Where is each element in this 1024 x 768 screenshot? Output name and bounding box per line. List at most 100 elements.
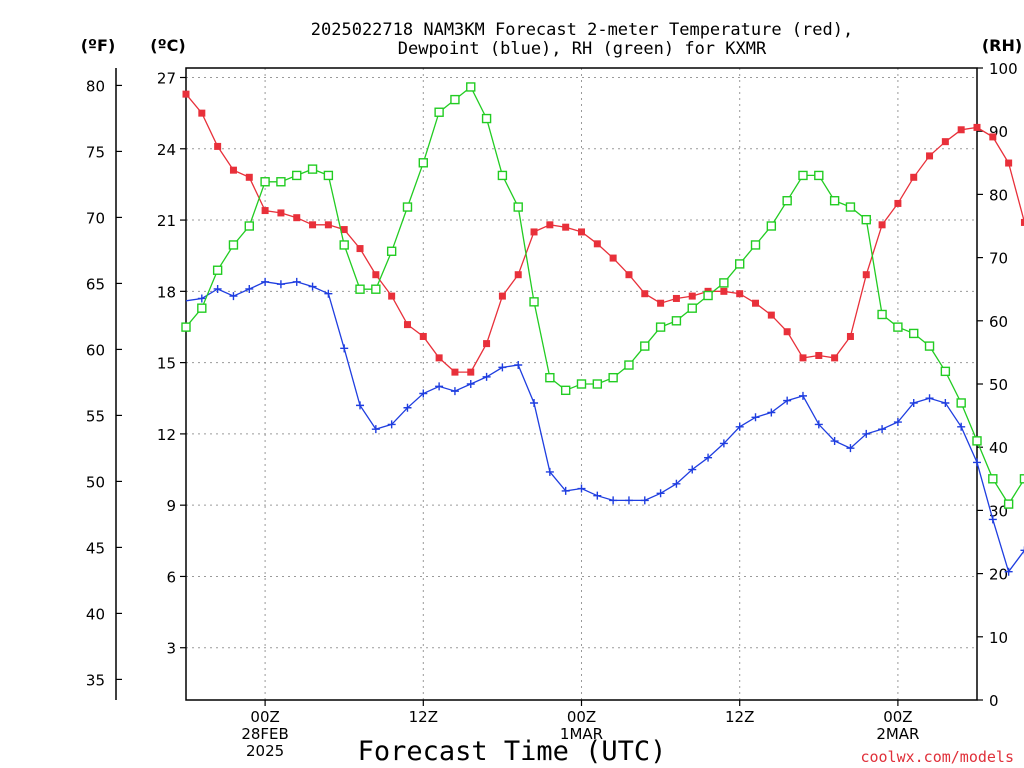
dewpoint-point <box>862 429 871 438</box>
temperature-point <box>229 166 237 174</box>
dewpoint-point <box>419 389 428 398</box>
dewpoint-point <box>577 484 586 493</box>
temperature-point <box>1005 159 1013 167</box>
series-layer <box>181 82 1024 576</box>
temperature-point <box>356 245 364 253</box>
time-tick-label: 12Z <box>409 708 438 726</box>
celsius-tick-label: 15 <box>157 355 176 373</box>
rh-point <box>592 379 603 389</box>
temperature-point <box>973 123 981 131</box>
dewpoint-point <box>450 387 459 396</box>
rh-point <box>924 341 935 351</box>
dewpoint-point <box>387 420 396 429</box>
dewpoint-point <box>783 396 792 405</box>
rh-point <box>497 170 508 181</box>
rh-point <box>814 170 824 181</box>
rh-point <box>624 360 634 370</box>
temperature-point <box>641 290 649 298</box>
rh-point <box>307 164 318 174</box>
rh-point <box>181 322 191 332</box>
temperature-point <box>767 311 775 319</box>
dewpoint-point <box>609 496 618 505</box>
rh-point <box>292 170 302 181</box>
dewpoint-point <box>893 418 902 427</box>
dewpoint-point <box>957 422 966 431</box>
x-axis-label: Forecast Time (UTC) <box>358 736 667 767</box>
rh-point <box>1019 474 1024 484</box>
dewpoint-point <box>767 408 776 417</box>
rh-point <box>766 221 777 231</box>
celsius-tick-label: 18 <box>157 283 176 301</box>
rh-point <box>323 170 334 181</box>
rh-point <box>972 436 982 446</box>
dewpoint-point <box>197 294 206 303</box>
series-dewpoint <box>185 277 1024 576</box>
dewpoint-point <box>624 496 633 505</box>
dewpoint-point <box>798 391 807 400</box>
rh-point <box>244 221 254 231</box>
fahrenheit-tick-label: 65 <box>86 275 105 293</box>
dewpoint-point <box>672 479 681 488</box>
temperature-point <box>467 368 475 376</box>
dewpoint-point <box>213 284 222 293</box>
rh-point <box>861 214 871 225</box>
dewpoint-point <box>909 399 918 408</box>
rh-point <box>386 246 397 256</box>
dewpoint-point <box>530 399 539 408</box>
rh-tick-label: 40 <box>989 439 1008 457</box>
dewpoint-point <box>688 465 697 474</box>
rh-tick-label: 10 <box>989 629 1008 647</box>
fahrenheit-unit-label: (ºF) <box>81 36 116 55</box>
temperature-point <box>688 292 696 300</box>
rh-point <box>877 309 887 320</box>
dewpoint-point <box>735 422 744 431</box>
time-tick-label: 2MAR <box>876 725 919 743</box>
temperature-point <box>388 292 396 300</box>
rh-point <box>513 202 523 212</box>
rh-point <box>276 177 286 187</box>
celsius-tick-label: 21 <box>157 212 176 230</box>
temperature-point <box>941 138 949 146</box>
dewpoint-point <box>276 280 285 289</box>
fahrenheit-tick-label: 45 <box>86 539 105 557</box>
dewpoint-point <box>878 425 887 434</box>
rh-point <box>782 196 792 206</box>
rh-point <box>212 265 223 275</box>
rh-point <box>450 94 460 105</box>
fahrenheit-tick-label: 55 <box>86 407 105 425</box>
dewpoint-point <box>545 467 554 476</box>
time-tick-label: 00Z <box>883 708 912 726</box>
dewpoint-point <box>245 284 254 293</box>
temperature-point <box>324 221 332 229</box>
rh-point <box>655 322 666 332</box>
dewpoint-point <box>403 403 412 412</box>
fahrenheit-tick-label: 75 <box>86 143 105 161</box>
temperature-point <box>894 199 902 207</box>
dewpoint-point <box>814 420 823 429</box>
dewpoint-point <box>704 453 713 462</box>
chart-title-line1: 2025022718 NAM3KM Forecast 2-meter Tempe… <box>311 20 853 40</box>
rh-point <box>1003 499 1014 509</box>
temperature-point <box>989 133 997 141</box>
dewpoint-point <box>229 292 238 301</box>
temperature-point <box>720 287 728 295</box>
temperature-point <box>419 332 427 340</box>
rh-tick-label: 0 <box>989 692 999 710</box>
fahrenheit-tick-label: 70 <box>86 209 105 227</box>
celsius-tick-label: 9 <box>166 497 176 515</box>
temperature-point <box>309 221 317 229</box>
rh-point <box>529 297 539 307</box>
dewpoint-point <box>371 425 380 434</box>
rh-point <box>829 196 840 206</box>
temperature-point <box>926 152 934 160</box>
fahrenheit-tick-label: 35 <box>86 671 105 689</box>
temperature-point <box>910 173 918 181</box>
rh-point <box>197 303 207 313</box>
temperature-point <box>182 90 190 98</box>
rh-point <box>371 284 381 294</box>
temperature-point <box>530 228 538 236</box>
temperature-point <box>261 207 269 215</box>
dewpoint-point <box>751 413 760 422</box>
celsius-tick-label: 27 <box>157 70 176 88</box>
